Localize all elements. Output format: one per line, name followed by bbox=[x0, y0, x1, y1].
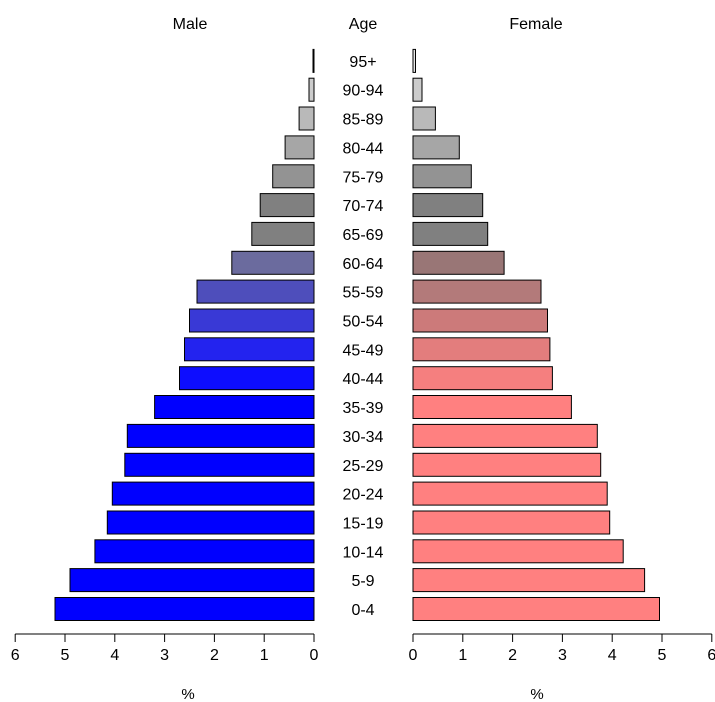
age-label-75-79: 75-79 bbox=[343, 169, 384, 186]
tick-label-female-2: 2 bbox=[508, 647, 517, 664]
bar-male-10-14 bbox=[94, 539, 315, 564]
bar-male-30-34 bbox=[126, 423, 315, 448]
x-axes: 0 0 1 1 2 2 3 3 4 4 5 5 6 6 bbox=[11, 633, 715, 664]
tick-label-female-1: 1 bbox=[458, 647, 467, 664]
bar-male-35-39 bbox=[154, 395, 315, 419]
tick-label-male-3: 3 bbox=[160, 647, 169, 664]
tick-label-male-1: 1 bbox=[260, 647, 269, 664]
bar-male-65-69 bbox=[251, 221, 315, 246]
bar-male-20-24 bbox=[111, 481, 315, 506]
age-label-35-39: 35-39 bbox=[343, 400, 384, 417]
age-label-40-44: 40-44 bbox=[343, 371, 384, 388]
bar-male-5-9 bbox=[69, 568, 315, 593]
bar-female-0-4 bbox=[412, 597, 660, 621]
age-label-10-14: 10-14 bbox=[343, 544, 384, 561]
tick-label-male-4: 4 bbox=[110, 647, 119, 664]
age-label-30-34: 30-34 bbox=[343, 429, 384, 446]
bar-male-75-79 bbox=[272, 164, 315, 189]
bar-female-80-44 bbox=[412, 135, 460, 160]
bar-male-45-49 bbox=[184, 337, 315, 362]
bar-male-25-29 bbox=[124, 452, 315, 477]
bar-female-70-74 bbox=[412, 193, 484, 218]
bar-male-50-54 bbox=[189, 308, 315, 333]
age-label-70-74: 70-74 bbox=[343, 198, 384, 215]
male-header: Male bbox=[173, 16, 208, 33]
bar-male-15-19 bbox=[106, 510, 315, 535]
bars-layer bbox=[54, 48, 660, 621]
bar-female-65-69 bbox=[412, 221, 489, 246]
x-axis-title-female: % bbox=[530, 686, 543, 702]
bar-female-35-39 bbox=[412, 395, 572, 419]
tick-label-male-0: 0 bbox=[310, 647, 319, 664]
bar-male-90-94 bbox=[308, 77, 315, 102]
bar-male-55-59 bbox=[196, 279, 315, 304]
bar-female-45-49 bbox=[412, 337, 551, 362]
age-label-50-54: 50-54 bbox=[343, 314, 384, 331]
female-header: Female bbox=[509, 16, 562, 33]
bar-female-85-89 bbox=[412, 106, 436, 131]
tick-label-male-2: 2 bbox=[210, 647, 219, 664]
bar-female-5-9 bbox=[412, 568, 646, 593]
tick-label-male-5: 5 bbox=[61, 647, 70, 664]
x-axis-title-male: % bbox=[181, 686, 194, 702]
bar-male-80-44 bbox=[284, 135, 315, 160]
age-label-0-4: 0-4 bbox=[351, 602, 374, 619]
bar-female-30-34 bbox=[412, 423, 598, 448]
tick-label-female-0: 0 bbox=[409, 647, 418, 664]
age-label-80-44: 80-44 bbox=[343, 140, 384, 157]
bar-female-55-59 bbox=[412, 279, 542, 304]
age-label-65-69: 65-69 bbox=[343, 227, 384, 244]
bar-female-10-14 bbox=[412, 539, 624, 564]
bar-female-75-79 bbox=[412, 164, 472, 189]
age-label-90-94: 90-94 bbox=[343, 83, 384, 100]
bar-female-60-64 bbox=[412, 250, 505, 275]
age-labels: 0-4 5-9 10-14 15-19 20-24 25-29 30-34 35-39 40-4… bbox=[343, 54, 384, 619]
bar-female-25-29 bbox=[412, 452, 602, 477]
bar-male-0-4 bbox=[54, 597, 315, 621]
bar-male-85-89 bbox=[298, 106, 315, 131]
age-label-20-24: 20-24 bbox=[343, 487, 384, 504]
bar-male-95+ bbox=[312, 48, 315, 73]
age-label-95+: 95+ bbox=[349, 54, 376, 71]
bar-male-60-64 bbox=[231, 250, 315, 275]
bar-female-90-94 bbox=[412, 77, 423, 102]
bar-female-50-54 bbox=[412, 308, 548, 333]
tick-label-male-6: 6 bbox=[11, 647, 20, 664]
tick-label-female-6: 6 bbox=[707, 647, 715, 664]
age-label-60-64: 60-64 bbox=[343, 256, 384, 273]
tick-label-female-5: 5 bbox=[658, 647, 667, 664]
bar-female-20-24 bbox=[412, 481, 608, 506]
age-label-15-19: 15-19 bbox=[343, 516, 384, 533]
age-label-25-29: 25-29 bbox=[343, 458, 384, 475]
tick-label-female-3: 3 bbox=[558, 647, 567, 664]
bar-female-15-19 bbox=[412, 510, 611, 535]
bar-female-40-44 bbox=[412, 366, 553, 391]
age-label-5-9: 5-9 bbox=[351, 573, 374, 590]
bar-male-70-74 bbox=[259, 193, 315, 218]
age-label-55-59: 55-59 bbox=[343, 285, 384, 302]
tick-label-female-4: 4 bbox=[608, 647, 617, 664]
age-header: Age bbox=[349, 16, 378, 33]
age-label-85-89: 85-89 bbox=[343, 112, 384, 129]
age-label-45-49: 45-49 bbox=[343, 342, 384, 359]
bar-male-40-44 bbox=[179, 366, 315, 391]
bar-female-95+ bbox=[412, 48, 416, 73]
